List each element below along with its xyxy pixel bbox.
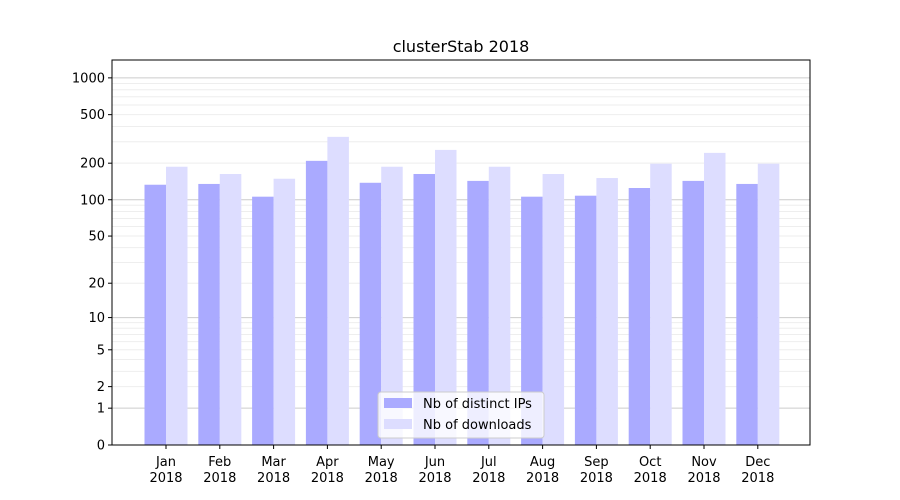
x-tick-label: 2018 [580,471,613,486]
x-tick-label: 2018 [149,471,182,486]
x-tick-label: 2018 [741,471,774,486]
bar-downloads [273,178,296,445]
y-tick-label: 2 [97,380,105,395]
bar-downloads [327,136,349,445]
bar-downloads [488,166,511,445]
x-tick-label: Mar [261,455,286,470]
x-tick-label: 2018 [526,471,559,486]
x-tick-label: 2018 [257,471,290,486]
x-tick-label: 2018 [634,471,667,486]
bar-downloads [650,163,672,445]
x-tick-label: Jan [155,455,176,470]
bar-ips [736,183,758,445]
x-tick-label: Aug [530,455,555,470]
legend: Nb of distinct IPs Nb of downloads [377,391,545,439]
bar-downloads [381,166,403,445]
bar-downloads [596,178,618,445]
bar-downloads [704,152,726,445]
bar-ips [682,180,704,446]
axes-frame [111,59,811,446]
bar-ips [144,184,166,445]
x-tick-label: Oct [639,455,661,470]
x-tick-label: Jun [424,455,445,470]
bar-ips [305,160,328,445]
x-tick-label: Feb [208,455,231,470]
bar-downloads [435,149,457,445]
bar-ips [467,180,489,446]
y-tick-label: 20 [88,277,105,292]
legend-swatch [384,419,412,429]
x-tick-label: Dec [745,455,770,470]
legend-box [377,391,545,439]
y-tick-label: 1000 [72,71,105,86]
y-tick-label: 5 [97,343,105,358]
bar-downloads [542,173,565,445]
x-tick-label: Nov [691,455,717,470]
x-tick-label: 2018 [203,471,236,486]
x-tick-label: Apr [316,455,339,470]
bar-downloads [166,166,188,445]
bar-ips [574,195,597,445]
y-tick-label: 0 [97,439,105,454]
x-tick-label: 2018 [687,471,720,486]
bar-downloads [757,163,780,445]
x-tick-label: 2018 [472,471,505,486]
y-tick-label: 50 [88,230,105,245]
x-tick-label: 2018 [365,471,398,486]
x-tick-label: 2018 [418,471,451,486]
bar-ips [521,196,543,445]
y-tick-label: 500 [80,108,105,123]
x-tick-label: 2018 [311,471,344,486]
bar-ips [628,187,651,445]
y-tick-label: 10 [88,311,105,326]
x-tick-label: Jul [480,455,497,470]
legend-label: Nb of downloads [423,418,532,433]
y-tick-label: 1 [97,402,105,417]
bar-downloads [219,173,242,445]
bar-ips [413,173,435,445]
x-tick-label: Sep [584,455,609,470]
y-tick-label: 200 [80,157,105,172]
chart-title: clusterStab 2018 [393,37,530,56]
bar-ips [252,196,274,445]
x-tick-label: May [368,455,395,470]
legend-label: Nb of distinct IPs [423,397,532,412]
bar-ips [198,183,220,445]
bar-ips [359,182,382,445]
y-tick-label: 100 [80,193,105,208]
legend-swatch [384,398,412,408]
